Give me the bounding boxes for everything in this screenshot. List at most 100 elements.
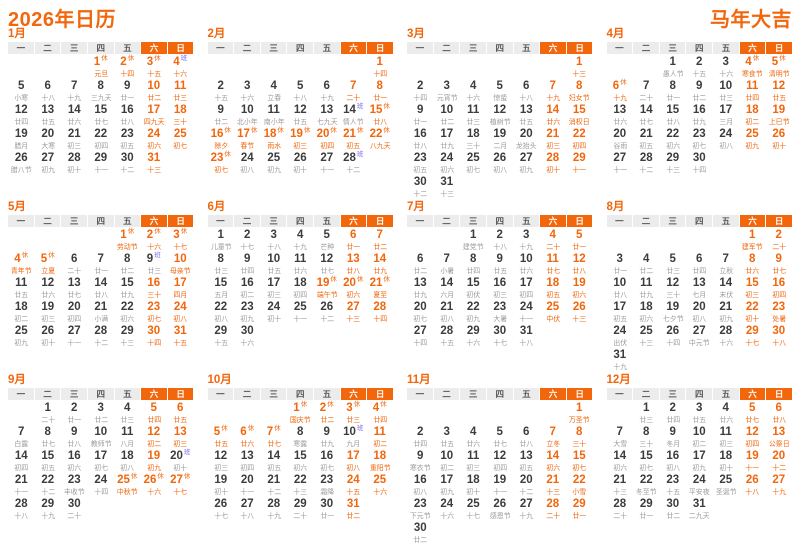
day-cell[interactable]: 3 十六 <box>234 80 261 104</box>
day-cell[interactable]: 2 十五 <box>208 80 235 104</box>
day-cell[interactable]: 12 廿八 <box>566 253 593 277</box>
day-cell[interactable]: 22 初四 <box>566 128 593 152</box>
day-cell[interactable]: 18 三十 <box>167 104 194 128</box>
day-cell[interactable]: 27休 十七 <box>167 473 194 498</box>
day-cell[interactable]: 28 十四 <box>367 301 394 325</box>
day-cell[interactable]: 11 初二 <box>367 426 394 450</box>
day-cell[interactable]: 26 腊八节 <box>8 152 35 176</box>
day-cell[interactable]: 19 初十 <box>208 474 235 498</box>
day-cell[interactable]: 26 初十 <box>35 325 62 349</box>
day-cell[interactable]: 31 十三 <box>434 176 461 200</box>
day-cell[interactable]: 24 平安夜 <box>686 474 713 498</box>
day-cell[interactable]: 20 龙抬头 <box>513 128 540 152</box>
day-cell[interactable]: 8 三九天 <box>88 80 115 104</box>
day-cell[interactable]: 25 十三 <box>633 325 660 349</box>
day-cell[interactable]: 26 初十 <box>287 152 314 176</box>
day-cell[interactable]: 10 廿八 <box>607 277 634 301</box>
day-cell[interactable]: 1 建党节 <box>460 229 487 253</box>
day-cell[interactable]: 25 初九 <box>261 152 288 176</box>
day-cell[interactable]: 7 立冬 <box>540 426 567 450</box>
day-cell[interactable]: 9 廿五 <box>487 253 514 277</box>
day-cell[interactable]: 27 中元节 <box>686 325 713 349</box>
day-cell[interactable]: 4 二十 <box>540 229 567 253</box>
day-cell[interactable]: 19 腊月 <box>8 128 35 152</box>
day-cell[interactable]: 21 初三 <box>540 128 567 152</box>
day-cell[interactable]: 27 十四 <box>407 325 434 349</box>
day-cell[interactable]: 8 廿六 <box>739 253 766 277</box>
day-cell[interactable]: 22 初六 <box>114 301 141 325</box>
day-cell[interactable]: 24 初八 <box>234 152 261 176</box>
day-cell[interactable]: 8 三十 <box>566 426 593 450</box>
day-cell[interactable]: 6休 十九 <box>607 79 634 104</box>
day-cell[interactable]: 14 廿六 <box>61 104 88 128</box>
day-cell[interactable]: 25 中伏 <box>540 301 567 325</box>
day-cell[interactable]: 6 廿八 <box>766 402 793 426</box>
day-cell[interactable]: 23 初五 <box>407 152 434 176</box>
day-cell[interactable]: 15 廿八 <box>660 104 687 128</box>
day-cell[interactable]: 8 三十 <box>633 426 660 450</box>
day-cell[interactable]: 10 廿六 <box>513 253 540 277</box>
day-cell[interactable]: 13 初四 <box>234 450 261 474</box>
day-cell[interactable]: 30 十四 <box>686 152 713 176</box>
day-cell[interactable]: 16 初三 <box>487 277 514 301</box>
day-cell[interactable]: 30 二十 <box>61 498 88 522</box>
day-cell[interactable]: 17休 春节 <box>234 127 261 152</box>
day-cell[interactable]: 20 初七 <box>407 301 434 325</box>
day-cell[interactable]: 22 初四 <box>88 128 115 152</box>
day-cell[interactable]: 3 廿一 <box>607 253 634 277</box>
day-cell[interactable]: 1休 元旦 <box>88 55 115 80</box>
day-cell[interactable]: 9班 廿三 <box>141 252 168 277</box>
day-cell[interactable]: 7 十九 <box>540 80 567 104</box>
day-cell[interactable]: 9 廿九 <box>314 426 341 450</box>
day-cell[interactable]: 17 廿九 <box>434 128 461 152</box>
day-cell[interactable]: 21 十三 <box>607 474 634 498</box>
day-cell[interactable]: 25 十一 <box>287 301 314 325</box>
day-cell[interactable]: 13 初五 <box>513 450 540 474</box>
day-cell[interactable]: 18 初十 <box>460 474 487 498</box>
day-cell[interactable]: 19 二月 <box>487 128 514 152</box>
day-cell[interactable]: 30 廿二 <box>407 522 434 545</box>
day-cell[interactable]: 21休 初五 <box>340 127 367 152</box>
day-cell[interactable]: 13 初三 <box>167 426 194 450</box>
day-cell[interactable]: 18 初二 <box>739 104 766 128</box>
day-cell[interactable]: 1 儿童节 <box>208 229 235 253</box>
day-cell[interactable]: 23 霜降 <box>314 474 341 498</box>
day-cell[interactable]: 12 初四 <box>487 450 514 474</box>
day-cell[interactable]: 11 廿五 <box>8 277 35 301</box>
day-cell[interactable]: 1休 劳动节 <box>114 228 141 253</box>
day-cell[interactable]: 30 十四 <box>141 325 168 349</box>
day-cell[interactable]: 26 十二 <box>314 301 341 325</box>
day-cell[interactable]: 19 初六 <box>566 277 593 301</box>
day-cell[interactable]: 9 廿二 <box>686 80 713 104</box>
day-cell[interactable]: 2 二十 <box>766 229 793 253</box>
day-cell[interactable]: 13 廿六 <box>607 104 634 128</box>
day-cell[interactable]: 16 初二 <box>234 277 261 301</box>
day-cell[interactable]: 14 初六 <box>607 450 634 474</box>
day-cell[interactable]: 30 十二 <box>114 152 141 176</box>
day-cell[interactable]: 17 初三 <box>261 277 288 301</box>
day-cell[interactable]: 23休 初七 <box>208 151 235 176</box>
day-cell[interactable]: 21 十三 <box>540 474 567 498</box>
day-cell[interactable]: 20 十二 <box>766 450 793 474</box>
day-cell[interactable]: 23 初七 <box>686 128 713 152</box>
day-cell[interactable]: 14 廿八 <box>88 277 115 301</box>
day-cell[interactable]: 9 寒衣节 <box>407 450 434 474</box>
day-cell[interactable]: 4 十九 <box>287 229 314 253</box>
day-cell[interactable]: 18 三十 <box>460 128 487 152</box>
day-cell[interactable]: 10 教师节 <box>88 426 115 450</box>
day-cell[interactable]: 15 廿七 <box>88 104 115 128</box>
day-cell[interactable]: 16 初六 <box>61 450 88 474</box>
day-cell[interactable]: 14班 情人节 <box>340 103 367 128</box>
day-cell[interactable]: 18 初四 <box>287 277 314 301</box>
day-cell[interactable]: 15 五月 <box>208 277 235 301</box>
day-cell[interactable]: 2 十八 <box>487 229 514 253</box>
day-cell[interactable]: 21 初八 <box>434 301 461 325</box>
day-cell[interactable]: 3休 十七 <box>167 228 194 253</box>
day-cell[interactable]: 11 廿九 <box>633 277 660 301</box>
day-cell[interactable]: 3 廿二 <box>88 402 115 426</box>
day-cell[interactable]: 29 十七 <box>739 325 766 349</box>
day-cell[interactable]: 10 廿五 <box>261 253 288 277</box>
day-cell[interactable]: 24 初六 <box>141 128 168 152</box>
day-cell[interactable]: 17 初九 <box>434 474 461 498</box>
day-cell[interactable]: 31 十五 <box>167 325 194 349</box>
